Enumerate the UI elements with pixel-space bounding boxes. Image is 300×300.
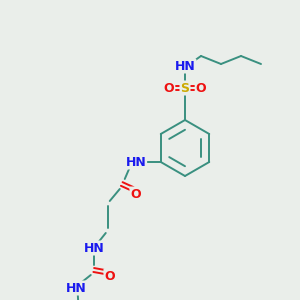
Text: HN: HN: [83, 242, 104, 254]
Text: HN: HN: [65, 281, 86, 295]
Text: S: S: [181, 82, 190, 94]
Text: HN: HN: [125, 155, 146, 169]
Text: O: O: [164, 82, 174, 94]
Text: O: O: [130, 188, 141, 200]
Text: HN: HN: [175, 59, 195, 73]
Text: O: O: [196, 82, 206, 94]
Text: O: O: [104, 269, 115, 283]
